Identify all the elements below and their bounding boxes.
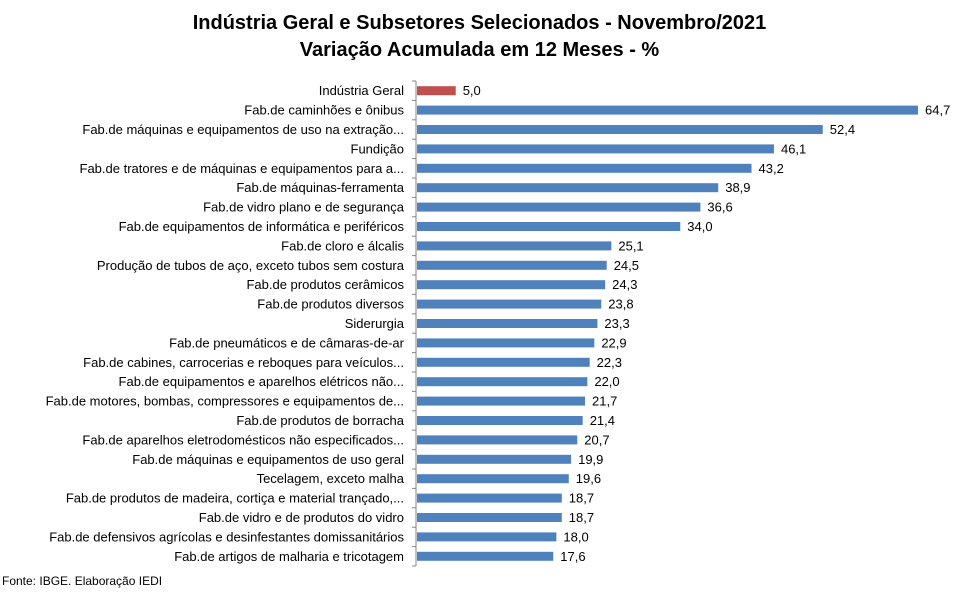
bar [417,163,752,173]
value-label: 52,4 [830,122,855,137]
source-note: Fonte: IBGE. Elaboração IEDI [2,574,163,588]
category-label: Fab.de cloro e álcalis [281,238,404,253]
value-label: 18,7 [569,510,594,525]
category-label: Fab.de defensivos agrícolas e desinfesta… [49,529,404,544]
category-label: Fab.de equipamentos de informática e per… [119,219,405,234]
value-label: 21,4 [590,413,615,428]
value-label: 43,2 [759,161,784,176]
bar [417,416,583,425]
category-label: Fab.de vidro plano e de segurança [203,200,405,215]
bar [417,241,612,251]
bar [417,260,607,270]
bar [417,551,554,561]
value-label: 25,1 [618,238,643,253]
bar [417,202,701,212]
chart-subtitle: Variação Acumulada em 12 Meses - % [299,39,660,61]
category-label: Fab.de motores, bombas, compressores e e… [46,394,404,409]
bar [417,435,578,445]
bar [417,377,588,387]
category-label: Fab.de artigos de malharia e tricotagem [174,549,404,564]
value-label: 46,1 [781,141,806,156]
bar [417,474,569,484]
bar [417,513,562,522]
category-label: Fab.de produtos de borracha [236,413,404,428]
category-label: Fab.de equipamentos e aparelhos elétrico… [119,374,404,389]
value-label: 22,0 [594,374,619,389]
value-label: 22,3 [597,355,622,370]
bar [417,493,562,503]
bar [417,280,606,290]
value-label: 23,8 [608,297,633,312]
value-label: 19,6 [576,471,601,486]
category-label: Produção de tubos de aço, exceto tubos s… [97,258,405,273]
value-label: 24,3 [612,277,637,292]
value-label: 23,3 [604,316,629,331]
bar [417,125,823,134]
bar [417,454,572,464]
value-label: 36,6 [707,200,732,215]
value-label: 38,9 [725,180,750,195]
bar [417,338,595,348]
bar [417,299,602,309]
bar [417,183,719,193]
bar [417,144,774,154]
value-label: 24,5 [614,258,639,273]
value-label: 34,0 [687,219,712,234]
value-label: 19,9 [578,452,603,467]
bar [417,86,456,96]
category-label: Fab.de máquinas-ferramenta [236,180,404,195]
category-label: Tecelagem, exceto malha [257,471,405,486]
value-label: 18,0 [563,529,588,544]
category-label: Fundição [351,141,404,156]
value-label: 64,7 [925,103,950,118]
category-label: Fab.de pneumáticos e de câmaras-de-ar [169,335,405,350]
bar [417,319,598,328]
category-label: Fab.de máquinas e equipamentos de uso na… [82,122,404,137]
value-label: 18,7 [569,491,594,506]
value-label: 20,7 [584,432,609,447]
category-label: Fab.de caminhões e ônibus [244,103,404,118]
category-label: Fab.de produtos cerâmicos [246,277,404,292]
category-label: Fab.de máquinas e equipamentos de uso ge… [132,452,404,467]
bar [417,105,918,115]
bar [417,396,586,406]
category-label: Fab.de produtos de madeira, cortiça e ma… [66,491,404,506]
category-label: Fab.de cabines, carrocerias e reboques p… [83,355,404,370]
category-label: Fab.de aparelhos eletrodomésticos não es… [82,432,404,447]
category-label: Indústria Geral [319,83,404,98]
value-label: 21,7 [592,394,617,409]
value-label: 22,9 [601,335,626,350]
category-label: Fab.de vidro e de produtos do vidro [199,510,404,525]
bar [417,357,590,367]
chart-title: Indústria Geral e Subsetores Selecionado… [192,12,767,34]
chart-title-block: Indústria Geral e Subsetores Selecionado… [0,10,959,64]
category-label: Siderurgia [345,316,405,331]
category-label: Fab.de tratores e de máquinas e equipame… [80,161,404,176]
value-label: 17,6 [560,549,585,564]
category-label: Fab.de produtos diversos [257,297,404,312]
bar [417,222,681,231]
value-label: 5,0 [463,83,481,98]
bar [417,532,557,542]
